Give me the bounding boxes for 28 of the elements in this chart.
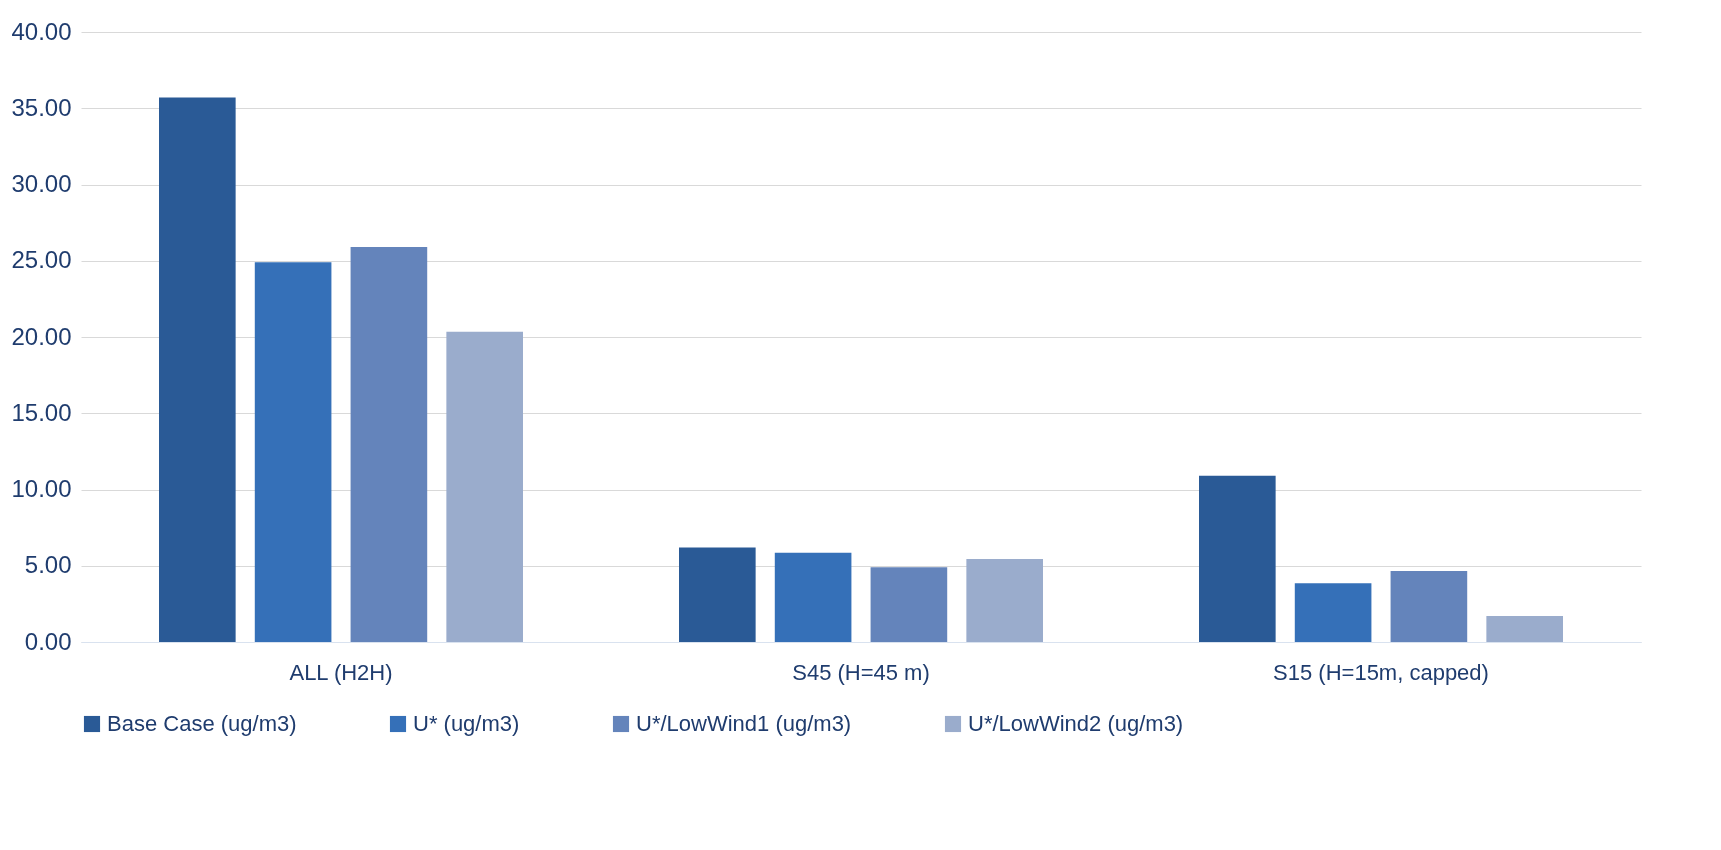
y-tick-label: 10.00: [11, 475, 72, 502]
legend-label: Base Case (ug/m3): [107, 711, 297, 736]
y-tick-label: 20.00: [11, 322, 72, 350]
bar: [254, 262, 332, 642]
bar: [870, 567, 948, 642]
bar: [1390, 571, 1468, 642]
bar: [1199, 475, 1276, 642]
bar: [966, 558, 1043, 642]
bar: [159, 97, 236, 642]
y-tick-label: 25.00: [11, 246, 72, 274]
bar: [679, 547, 756, 642]
bar: [350, 247, 428, 642]
legend-label: U*/LowWind1 (ug/m3): [636, 711, 852, 736]
x-tick-label: ALL (H2H): [289, 659, 393, 685]
legend-label: U*/LowWind2 (ug/m3): [968, 711, 1184, 736]
y-tick-label: 35.00: [11, 93, 72, 121]
bar: [446, 331, 523, 642]
bar: [1294, 583, 1372, 642]
y-tick-label: 30.00: [11, 170, 72, 197]
y-tick-label: 40.00: [11, 17, 72, 45]
x-tick-label: S15 (H=15m, capped): [1273, 659, 1489, 685]
y-tick-label: 0.00: [24, 627, 72, 655]
bar: [774, 552, 852, 642]
legend-label: U* (ug/m3): [413, 711, 520, 736]
bar: [1486, 616, 1563, 642]
y-tick-label: 5.00: [24, 551, 72, 579]
y-tick-label: 15.00: [11, 398, 72, 426]
x-tick-label: S45 (H=45 m): [792, 659, 930, 685]
